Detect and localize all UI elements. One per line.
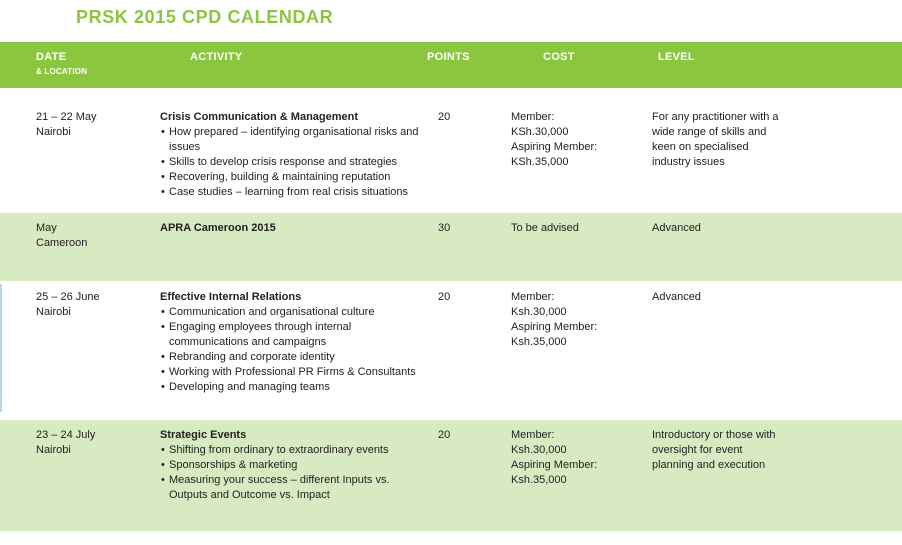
activity-bullet: Engaging employees through internal comm…: [160, 320, 419, 350]
header-activity: ACTIVITY: [190, 51, 243, 63]
row-location: Nairobi: [36, 306, 71, 318]
header-points: POINTS: [427, 51, 470, 63]
table-row: 21 – 22 May Nairobi Crisis Communication…: [0, 88, 902, 213]
level-cell: Introductory or those with oversight for…: [652, 428, 902, 531]
level-text: Advanced: [652, 291, 701, 303]
header-date-line2: & LOCATION: [36, 67, 88, 76]
activity-bullet: Measuring your success – different Input…: [160, 473, 419, 503]
cost-line: Ksh.35,000: [511, 474, 567, 486]
level-text: For any practitioner with a wide range o…: [652, 111, 779, 168]
cost-line: Ksh.35,000: [511, 336, 567, 348]
activity-title: Strategic Events: [160, 429, 247, 441]
cost-line: Ksh.30,000: [511, 444, 567, 456]
table-header-row: DATE & LOCATION ACTIVITY POINTS COST LEV…: [0, 42, 902, 88]
points-cell: 30: [438, 222, 451, 234]
header-level: LEVEL: [658, 51, 695, 63]
table-row: 25 – 26 June Nairobi Effective Internal …: [0, 281, 902, 420]
activity-bullet: Developing and managing teams: [160, 380, 419, 395]
row-location: Cameroon: [36, 237, 88, 249]
cost-line: Ksh.30,000: [511, 306, 567, 318]
activity-title: APRA Cameroon 2015: [160, 222, 276, 234]
cost-cell: Member: Ksh.30,000 Aspiring Member: Ksh.…: [511, 290, 652, 420]
date-location-cell: May Cameroon: [36, 221, 160, 281]
activity-bullet: Working with Professional PR Firms & Con…: [160, 365, 419, 380]
cost-line: Member:: [511, 291, 555, 303]
row-date: May: [36, 222, 57, 234]
table-body: 21 – 22 May Nairobi Crisis Communication…: [0, 88, 902, 531]
activity-cell: Effective Internal Relations Communicati…: [160, 290, 425, 420]
activity-bullet: Case studies – learning from real crisis…: [160, 185, 419, 200]
cost-line: KSh.35,000: [511, 156, 569, 168]
row-date: 25 – 26 June: [36, 291, 100, 303]
activity-bullet: Sponsorships & marketing: [160, 458, 419, 473]
activity-bullet: Skills to develop crisis response and st…: [160, 155, 419, 170]
activity-cell: APRA Cameroon 2015: [160, 221, 425, 281]
activity-title: Effective Internal Relations: [160, 291, 302, 303]
left-border-artifact: [0, 284, 2, 412]
points-cell: 20: [438, 429, 451, 441]
level-text: Introductory or those with oversight for…: [652, 429, 776, 471]
cost-cell: Member: KSh.30,000 Aspiring Member: KSh.…: [511, 110, 652, 213]
level-cell: Advanced: [652, 221, 902, 281]
date-location-cell: 21 – 22 May Nairobi: [36, 110, 160, 213]
cost-line: Aspiring Member:: [511, 459, 598, 471]
activity-bullet-list: Communication and organisational culture…: [160, 305, 419, 395]
activity-bullet: Rebranding and corporate identity: [160, 350, 419, 365]
activity-bullet: How prepared – identifying organisationa…: [160, 125, 419, 155]
level-text: Advanced: [652, 222, 701, 234]
header-date-line1: DATE: [36, 51, 67, 63]
cost-line: To be advised: [511, 222, 579, 234]
date-location-cell: 25 – 26 June Nairobi: [36, 290, 160, 420]
level-cell: For any practitioner with a wide range o…: [652, 110, 902, 213]
cost-cell: To be advised: [511, 221, 652, 281]
header-cost: COST: [543, 51, 575, 63]
activity-bullet-list: How prepared – identifying organisationa…: [160, 125, 419, 200]
cost-line: Member:: [511, 111, 555, 123]
activity-cell: Strategic Events Shifting from ordinary …: [160, 428, 425, 531]
row-location: Nairobi: [36, 126, 71, 138]
activity-title: Crisis Communication & Management: [160, 111, 359, 123]
activity-bullet: Shifting from ordinary to extraordinary …: [160, 443, 419, 458]
table-row: May Cameroon APRA Cameroon 2015 30 To be…: [0, 213, 902, 281]
points-cell: 20: [438, 111, 451, 123]
row-date: 23 – 24 July: [36, 429, 96, 441]
activity-cell: Crisis Communication & Management How pr…: [160, 110, 425, 213]
date-location-cell: 23 – 24 July Nairobi: [36, 428, 160, 531]
row-date: 21 – 22 May: [36, 111, 97, 123]
cost-line: Aspiring Member:: [511, 141, 598, 153]
header-date-location: DATE & LOCATION: [36, 51, 160, 88]
activity-bullet: Communication and organisational culture: [160, 305, 419, 320]
points-cell: 20: [438, 291, 451, 303]
row-location: Nairobi: [36, 444, 71, 456]
page-title: PRSK 2015 CPD CALENDAR: [76, 7, 334, 27]
cost-line: Member:: [511, 429, 555, 441]
level-cell: Advanced: [652, 290, 902, 420]
activity-bullet-list: Shifting from ordinary to extraordinary …: [160, 443, 419, 503]
cost-line: KSh.30,000: [511, 126, 569, 138]
table-row: 23 – 24 July Nairobi Strategic Events Sh…: [0, 420, 902, 531]
cost-line: Aspiring Member:: [511, 321, 598, 333]
cost-cell: Member: Ksh.30,000 Aspiring Member: Ksh.…: [511, 428, 652, 531]
activity-bullet: Recovering, building & maintaining reput…: [160, 170, 419, 185]
